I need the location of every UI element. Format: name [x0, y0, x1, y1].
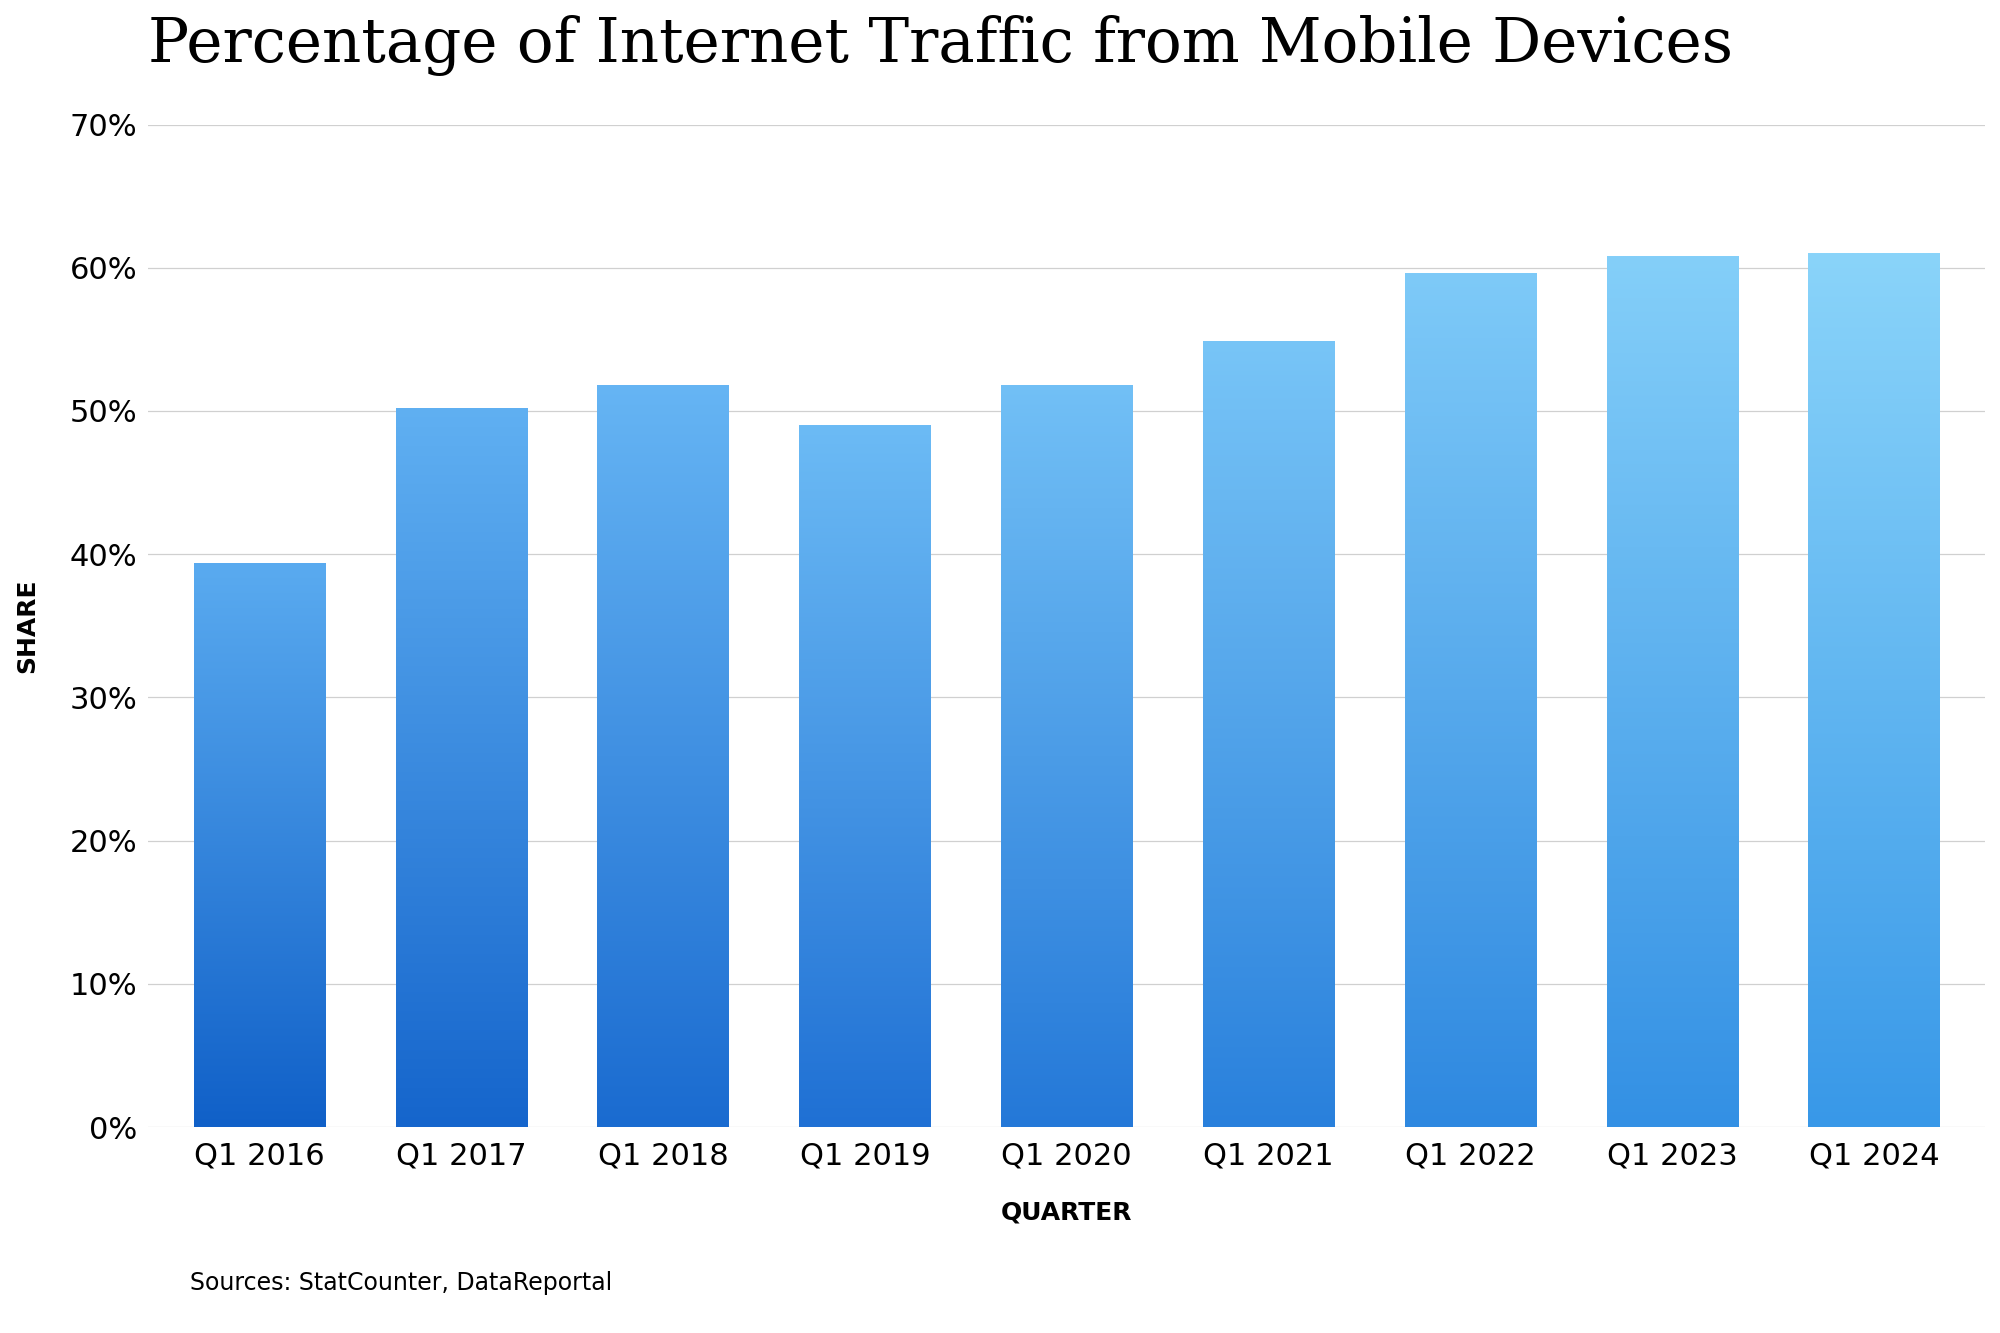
X-axis label: QUARTER: QUARTER: [1000, 1201, 1132, 1225]
Text: Percentage of Internet Traffic from Mobile Devices: Percentage of Internet Traffic from Mobi…: [148, 15, 1734, 76]
Y-axis label: SHARE: SHARE: [16, 579, 40, 673]
Text: Sources: StatCounter, DataReportal: Sources: StatCounter, DataReportal: [190, 1272, 612, 1296]
